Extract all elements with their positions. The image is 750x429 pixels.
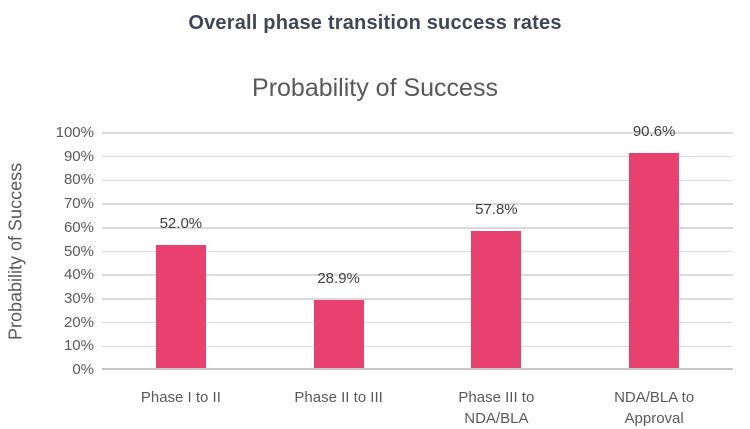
y-tick-label: 20% — [63, 313, 94, 331]
bar-phase-ii-to-iii — [313, 299, 364, 368]
gridline — [102, 298, 733, 300]
data-label-nda-bla-to-approval: 90.6% — [632, 123, 676, 141]
y-tick-label: 0% — [72, 361, 94, 378]
x-category-phase-ii-to-iii: Phase II to III — [294, 389, 383, 406]
y-tick-label: 10% — [63, 337, 94, 355]
gridline — [102, 203, 733, 205]
y-tick-label: 90% — [63, 147, 94, 165]
gridline — [102, 250, 733, 253]
page-title: Overall phase transition success rates — [188, 12, 562, 34]
gridline — [102, 179, 733, 182]
gridline — [102, 227, 733, 229]
y-tick-label: 60% — [63, 218, 94, 236]
chart-title: Probability of Success — [252, 74, 498, 102]
gridline — [102, 345, 733, 348]
data-label-phase-ii-to-iii: 28.9% — [317, 269, 360, 287]
gridline — [102, 274, 733, 276]
data-label-phase-i-to-ii: 52.0% — [159, 214, 203, 232]
y-tick-label: 100% — [55, 124, 94, 141]
x-category-phase-iii-to-nda-bla: Phase III to NDA/BLA — [458, 389, 535, 427]
plot-area: 52.0% 28.9% 57.8% 90.6% — [102, 123, 733, 370]
y-tick-label: 30% — [63, 289, 94, 307]
bar-phase-i-to-ii — [155, 244, 206, 368]
x-category-nda-bla-to-approval: NDA/BLA to Approval — [614, 389, 695, 427]
y-tick-label: 50% — [63, 242, 94, 260]
x-category-phase-i-to-ii: Phase I to II — [140, 389, 221, 406]
bar-phase-iii-to-nda-bla — [471, 231, 522, 368]
y-tick-label: 70% — [63, 195, 94, 213]
gridline — [102, 321, 733, 324]
y-tick-label: 80% — [63, 171, 94, 189]
gridline — [102, 155, 733, 158]
bar-nda-bla-to-approval — [629, 153, 680, 368]
y-tick-label: 40% — [63, 266, 94, 284]
data-label-phase-iii-to-nda-bla: 57.8% — [475, 201, 518, 219]
gridline — [102, 132, 733, 134]
